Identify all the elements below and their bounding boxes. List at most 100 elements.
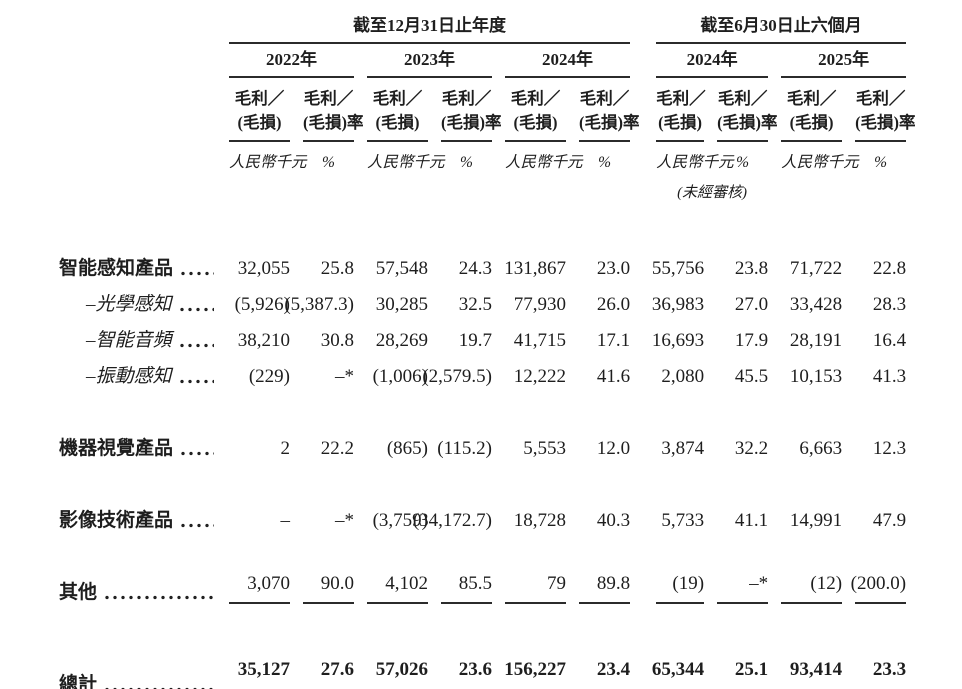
value-cell: 17.1	[596, 330, 631, 351]
unit-label: 人民幣千元	[367, 154, 445, 171]
row-label-cell: –光學感知	[46, 280, 216, 316]
value-cell: 24.3	[458, 258, 492, 279]
value-cell: 33,428	[789, 294, 843, 315]
row-label-cell: 智能感知產品	[46, 244, 216, 280]
table-row: 機器視覺產品 2 22.2 (865) (115.2) 5,553 12.0 3…	[46, 424, 906, 460]
value-cell: 30.8	[320, 330, 354, 351]
value-cell: 14,991	[789, 510, 843, 531]
value-cell: 18,728	[513, 510, 566, 531]
value-cell: 12,222	[513, 366, 566, 387]
value-cell: 41.1	[734, 510, 769, 531]
value-cell: 10,153	[789, 366, 843, 387]
col-header-pct: 毛利／ (毛損)率	[428, 78, 502, 142]
year-header-2025-interim: 2025年	[768, 44, 907, 78]
value-cell: 79	[492, 568, 566, 604]
value-cell: –*	[335, 366, 354, 387]
value-cell: 22.8	[872, 258, 907, 279]
row-label: 影像技術產品	[59, 510, 174, 531]
table-row: 影像技術產品 – –* (3,759) (34,172.7) 18,728 40…	[46, 496, 906, 532]
col-header-value: 毛利／ (毛損)	[216, 78, 290, 142]
value-cell: (865)	[386, 438, 428, 459]
dotted-leader	[181, 523, 214, 528]
value-cell: 35,127	[216, 648, 290, 689]
value-cell: 23.8	[734, 258, 769, 279]
value-cell: 90.0	[290, 568, 354, 604]
value-cell: (2,579.5)	[422, 366, 492, 387]
col-header-value: 毛利／ (毛損)	[492, 78, 566, 142]
table-row: 其他 3,070 90.0 4,102 85.5 79 89.8 (19) –*…	[46, 568, 907, 604]
value-cell: (1,006)	[372, 366, 428, 387]
value-cell: 27.6	[290, 648, 354, 689]
row-label: 機器視覺產品	[59, 438, 174, 459]
row-label-cell: 機器視覺產品	[46, 424, 216, 460]
year-header-row: 2022年 2023年 2024年 2024年 2025年	[46, 44, 907, 78]
row-label-cell: 總計	[46, 648, 216, 689]
row-label: –智能音頻	[86, 330, 172, 351]
corner-cell	[46, 44, 216, 78]
value-cell: –*	[704, 568, 769, 604]
value-cell: 26.0	[596, 294, 631, 315]
value-cell: 5,553	[523, 438, 566, 459]
value-cell: 3,070	[216, 568, 290, 604]
value-cell: 23.4	[566, 648, 630, 689]
col-header-value: 毛利／ (毛損)	[768, 78, 843, 142]
value-cell: 40.3	[596, 510, 631, 531]
dotted-leader	[105, 687, 214, 689]
value-cell: (229)	[248, 366, 290, 387]
unaudited-note: (未經審核)	[677, 185, 748, 201]
value-cell: 16.4	[872, 330, 907, 351]
dotted-leader	[179, 343, 214, 348]
unit-label: %	[322, 154, 335, 171]
value-cell: (115.2)	[437, 438, 492, 459]
year-header-2022: 2022年	[216, 44, 354, 78]
value-cell: 28,269	[375, 330, 428, 351]
row-label: 總計	[59, 674, 98, 689]
value-cell: –	[280, 510, 291, 531]
col-header-pct: 毛利／ (毛損)率	[704, 78, 778, 142]
value-cell: 85.5	[428, 568, 492, 604]
col-header-pct: 毛利／ (毛損)率	[290, 78, 364, 142]
row-label: 其他	[59, 582, 98, 603]
value-cell: 47.9	[872, 510, 907, 531]
period-group-label: 截至6月30日止六個月	[656, 11, 907, 44]
value-cell: 12.3	[872, 438, 907, 459]
value-cell: 25.1	[704, 648, 768, 689]
value-cell: –*	[335, 510, 354, 531]
column-header-row: 毛利／ (毛損) 毛利／ (毛損)率 毛利／ (毛損) 毛利／ (毛損)率 毛利…	[46, 78, 916, 142]
unit-label: %	[460, 154, 473, 171]
corner-cell	[46, 8, 216, 44]
value-cell: 57,026	[354, 648, 428, 689]
dotted-leader	[179, 379, 214, 384]
value-cell: 23.3	[842, 648, 906, 689]
table-row: –智能音頻 38,210 30.8 28,269 19.7 41,715 17.…	[46, 316, 906, 352]
col-header-value: 毛利／ (毛損)	[630, 78, 706, 142]
year-header-2024: 2024年	[492, 44, 631, 78]
value-cell: (12)	[768, 568, 843, 604]
value-cell: 3,874	[661, 438, 705, 459]
unaudited-row: (未經審核)	[46, 172, 906, 202]
value-cell: 17.9	[734, 330, 769, 351]
value-cell: 41.6	[596, 366, 631, 387]
dotted-leader	[105, 595, 214, 600]
dotted-leader	[181, 271, 214, 276]
value-cell: 32,055	[237, 258, 290, 279]
value-cell: 55,756	[651, 258, 705, 279]
unit-label: %	[598, 154, 611, 171]
col-header-value: 毛利／ (毛損)	[354, 78, 428, 142]
row-label-cell: –振動感知	[46, 352, 216, 388]
period-group-label: 截至12月31日止年度	[229, 11, 631, 44]
value-cell: 22.2	[320, 438, 354, 459]
value-cell: 57,548	[375, 258, 428, 279]
row-label: –振動感知	[86, 366, 172, 387]
value-cell: 5,733	[661, 510, 705, 531]
units-row: 人民幣千元 % 人民幣千元 % 人民幣千元 % 人民幣千元 % 人民幣千元 %	[46, 142, 906, 172]
period-group-interim: 截至6月30日止六個月	[630, 8, 907, 44]
value-cell: 131,867	[504, 258, 566, 279]
col-header-pct: 毛利／ (毛損)率	[566, 78, 640, 142]
unit-label: %	[874, 154, 888, 171]
value-cell: 19.7	[458, 330, 492, 351]
value-cell: 32.5	[458, 294, 492, 315]
dotted-leader	[179, 307, 214, 312]
value-cell: 41.3	[872, 366, 907, 387]
